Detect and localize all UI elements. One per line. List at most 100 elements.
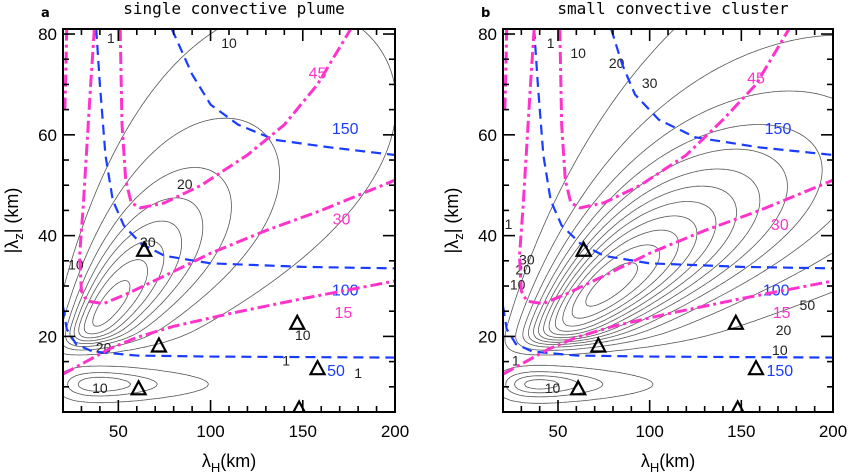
magenta-dashdot-line-30 (78, 29, 395, 306)
x-axis-label-unit: (km) (220, 451, 256, 471)
magenta-dashdot-label: 30 (771, 217, 789, 234)
x-tick-label: 50 (109, 422, 128, 441)
contour-label: 20 (177, 176, 193, 192)
contour-label: 1 (547, 35, 555, 51)
y-axis-label-symbol: |λ (442, 240, 462, 254)
y-axis-label-symbol: |λ (2, 240, 22, 254)
triangle-marker (308, 358, 327, 376)
y-tick-label: 60 (38, 126, 57, 145)
panel-letter: b (481, 6, 490, 21)
blue-dashed-line-100 (533, 29, 833, 270)
contour-label: 10 (510, 277, 526, 293)
contour-label: 10 (221, 35, 237, 51)
contour-level-10 (514, 90, 833, 394)
x-axis-label: λH(km) (641, 451, 695, 475)
contour-label: 1 (107, 30, 115, 46)
contour-label: 10 (570, 45, 586, 61)
contour-label: 10 (295, 327, 311, 343)
x-tick-label: 100 (635, 422, 663, 441)
blue-dashed-label: 150 (766, 363, 793, 380)
x-axis-label-unit: (km) (659, 451, 695, 471)
x-axis-label-subscript: H (211, 460, 220, 475)
blue-dashed-line-150 (503, 305, 833, 359)
contour-level-5 (505, 34, 833, 398)
contour-level-40 (554, 215, 698, 332)
contour-label: 50 (800, 297, 816, 313)
x-tick-label: 100 (196, 422, 224, 441)
y-axis-label-unit: | (km) (2, 188, 22, 234)
x-tick-label: 150 (289, 422, 317, 441)
blue-dashed-label: 150 (332, 121, 359, 138)
magenta-dashdot-line-15 (63, 279, 395, 376)
magenta-dashdot-label: 45 (747, 71, 765, 88)
magenta-dashdot-label: 15 (773, 305, 791, 322)
x-tick-label: 200 (381, 422, 409, 441)
y-tick-label: 80 (478, 25, 497, 44)
contour-level-25 (78, 240, 165, 339)
contour-level-25 (538, 168, 761, 341)
triangle-marker (569, 379, 588, 396)
triangle-marker (747, 358, 765, 376)
contour-level-1 (63, 29, 395, 404)
contour-label: 10 (772, 342, 788, 358)
triangle-marker (135, 240, 153, 257)
y-axis-label: |λz| (km) (2, 188, 26, 254)
contour-label: 10 (545, 380, 561, 396)
contour-level-35 (92, 280, 131, 327)
magenta-dashdot-line-15 (503, 279, 833, 376)
y-axis-label-subscript: z (451, 233, 466, 240)
contour-label: 20 (609, 55, 625, 71)
contour-label: 30 (519, 252, 535, 268)
magenta-dashdot-line-unlabeled (63, 29, 69, 110)
y-axis-label-unit: | (km) (442, 188, 462, 234)
x-axis-label-symbol: λ (641, 451, 650, 471)
y-tick-label: 20 (478, 327, 497, 346)
blue-dashed-line-150 (610, 29, 833, 157)
blue-dashed-label: 100 (332, 282, 359, 299)
y-tick-label: 80 (38, 25, 57, 44)
x-tick-label: 150 (727, 422, 755, 441)
x-tick-label: 50 (549, 422, 568, 441)
contour-level-35 (548, 201, 717, 336)
triangle-marker (726, 313, 745, 330)
contour-label: 1 (512, 352, 520, 368)
panel-title: small convective cluster (557, 0, 789, 18)
contour-level-45 (562, 229, 679, 327)
triangle-marker (589, 336, 608, 353)
magenta-dashdot-line-unlabeled (503, 29, 509, 110)
blue-dashed-line-150 (170, 29, 395, 157)
contour-label: 1 (354, 365, 362, 381)
contour-level-10 (65, 167, 232, 392)
panel-letter: a (41, 6, 50, 21)
magenta-dashdot-label: 30 (333, 212, 351, 229)
contour-level-1 (503, 29, 833, 404)
contour-label: 1 (282, 352, 290, 368)
triangle-marker (574, 240, 593, 257)
triangle-marker (288, 313, 307, 330)
x-axis-label: λH(km) (202, 451, 256, 475)
contour-label: 1 (505, 216, 513, 232)
magenta-dashdot-label: 15 (334, 305, 352, 322)
triangle-marker (150, 336, 168, 353)
x-axis-label-subscript: H (650, 460, 659, 475)
blue-dashed-label: 150 (765, 121, 792, 138)
triangle-marker (129, 379, 148, 396)
x-axis-label-symbol: λ (202, 451, 211, 471)
panel-title: single convective plume (123, 0, 345, 18)
x-tick-label: 200 (819, 422, 847, 441)
y-tick-label: 20 (38, 327, 57, 346)
contour-label: 10 (92, 380, 108, 396)
y-axis-label: |λz| (km) (442, 188, 466, 254)
contour-label: 20 (776, 322, 792, 338)
contour-level-15 (69, 197, 204, 344)
contour-level-30 (83, 259, 148, 335)
blue-dashed-label: 50 (327, 363, 345, 380)
magenta-dashdot-line-45 (558, 29, 791, 210)
y-tick-label: 60 (478, 126, 497, 145)
magenta-dashdot-line-30 (517, 29, 833, 306)
blue-dashed-line-100 (95, 29, 395, 270)
